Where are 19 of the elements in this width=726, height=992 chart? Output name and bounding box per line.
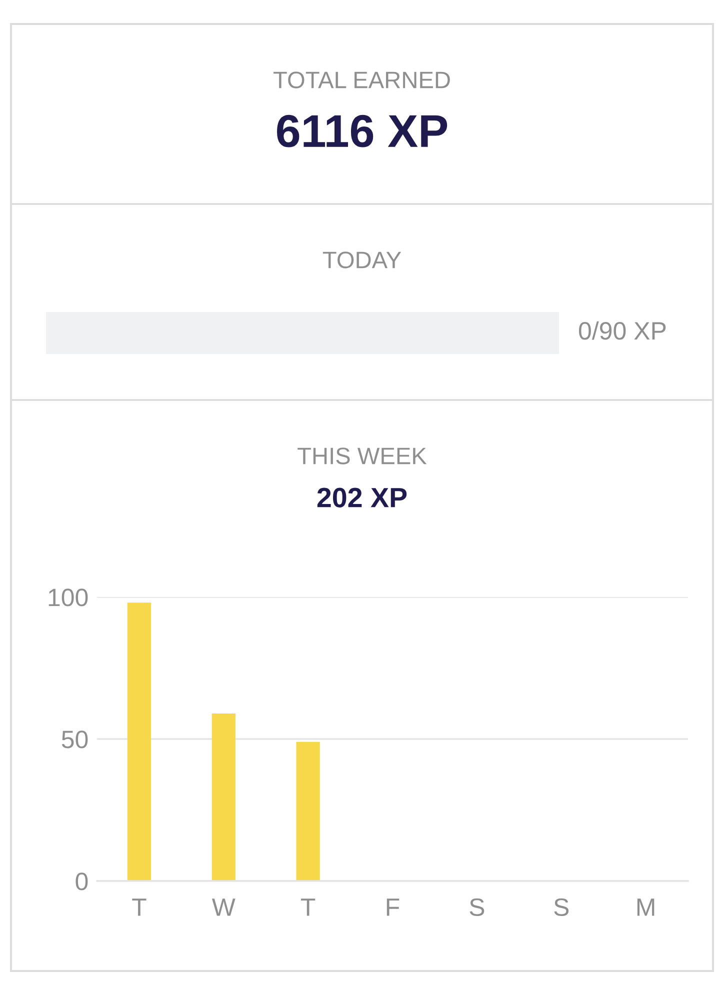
chart-title: THIS WEEK [298, 448, 427, 464]
chart-subtitle: 202 XP [317, 488, 407, 508]
bar [296, 742, 320, 881]
bar [212, 713, 236, 881]
bar [127, 602, 152, 881]
y-tick-label: 50 [62, 730, 88, 748]
y-tick-label: 0 [76, 872, 88, 890]
x-tick-label: T [301, 898, 316, 916]
x-tick-label: S [470, 898, 484, 916]
x-tick-label: T [132, 898, 146, 916]
x-tick-label: F [386, 898, 400, 916]
x-tick-label: W [212, 898, 236, 916]
x-tick-label: M [637, 898, 654, 916]
x-tick-label: S [554, 898, 569, 916]
text: 6116 XP [277, 114, 448, 148]
text: TOTAL EARNED [274, 72, 450, 88]
text: 0/90 XP [578, 321, 666, 340]
y-tick-label: 100 [48, 588, 88, 606]
text: TODAY [322, 252, 402, 268]
